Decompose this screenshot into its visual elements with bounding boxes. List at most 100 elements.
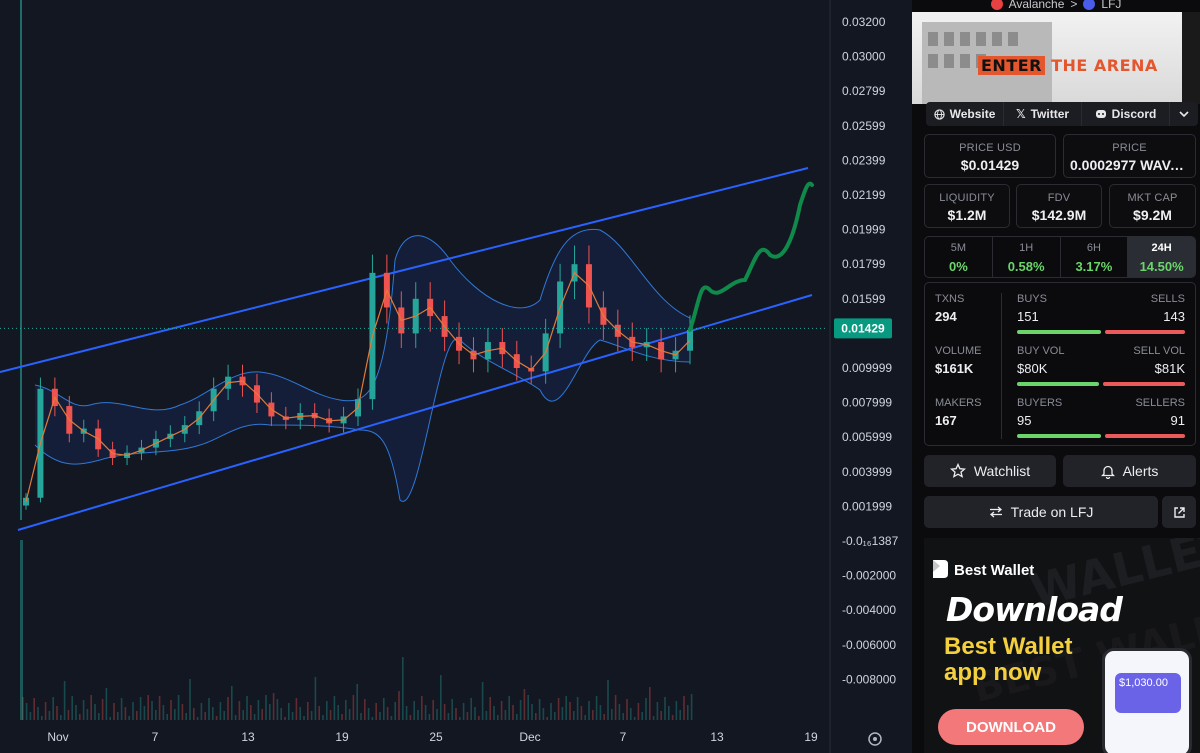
- txns-value: 294: [935, 309, 957, 324]
- breadcrumb-token[interactable]: LFJ: [1101, 0, 1122, 10]
- chart-canvas[interactable]: 0.03200 0.03000 0.02799 0.02599 0.02399 0.021…: [0, 0, 912, 753]
- volume-bar: [527, 695, 529, 720]
- lfj-icon: [1083, 0, 1096, 10]
- volume-bar: [215, 716, 218, 720]
- sells-label: SELLS: [1150, 293, 1185, 305]
- chart-settings-icon[interactable]: [866, 730, 884, 748]
- alerts-button[interactable]: Alerts: [1063, 455, 1196, 487]
- tab-24h[interactable]: 24H 14.50%: [1128, 237, 1195, 277]
- current-price-badge: [834, 318, 892, 339]
- price-usd-box: PRICE USD $0.01429: [924, 134, 1056, 178]
- buy-vol-value: $80K: [1017, 361, 1048, 376]
- best-wallet-ad[interactable]: WALLET BE BEST WALLET Best Wallet Downlo…: [924, 538, 1200, 753]
- tab-6h[interactable]: 6H 3.17%: [1061, 237, 1129, 277]
- volume-bar: [622, 713, 624, 720]
- candle-body: [23, 497, 29, 506]
- tab-1h[interactable]: 1H 0.58%: [993, 237, 1061, 277]
- volume-bar: [337, 705, 339, 720]
- mkt-cap-label: MKT CAP: [1127, 192, 1178, 204]
- volume-bar: [409, 715, 412, 720]
- discord-button[interactable]: Discord: [1082, 102, 1170, 126]
- volume-bar: [318, 706, 320, 720]
- banner-headline: ENTER THE ARENA: [978, 56, 1158, 75]
- price-axis-tick: 0.009999: [842, 361, 892, 375]
- volume-bar: [569, 702, 571, 720]
- volume-bar: [204, 712, 206, 720]
- tab-24h-value: 14.50%: [1139, 259, 1184, 274]
- volume-bar: [231, 686, 233, 720]
- trade-label: Trade on LFJ: [1010, 504, 1094, 520]
- ad-brand: Best Wallet: [954, 562, 1035, 579]
- discord-label: Discord: [1111, 107, 1157, 121]
- volume-bar: [261, 709, 263, 720]
- channel-upper-line: [0, 167, 809, 373]
- volume-bar: [303, 716, 305, 720]
- tab-1h-label: 1H: [1019, 242, 1034, 254]
- price-axis-tick: 0.03200: [842, 15, 886, 29]
- price-axis-tick: 0.005999: [842, 430, 892, 444]
- trade-button[interactable]: Trade on LFJ: [924, 496, 1158, 528]
- volume-bar: [565, 696, 567, 720]
- volume-bar: [588, 701, 590, 720]
- sells-value: 143: [1163, 309, 1185, 324]
- volume-bar: [497, 715, 499, 720]
- external-link-icon: [1173, 506, 1185, 518]
- breadcrumb-chain[interactable]: Avalanche: [1008, 0, 1065, 10]
- liquidity-value: $1.2M: [947, 207, 987, 223]
- ad-download-button[interactable]: DOWNLOAD: [938, 709, 1084, 745]
- volume-bar: [63, 681, 66, 720]
- volume-bar: [136, 711, 138, 720]
- twitter-button[interactable]: 𝕏 Twitter: [1004, 102, 1082, 126]
- volume-bar: [71, 696, 73, 720]
- watchlist-label: Watchlist: [973, 463, 1031, 479]
- volume-bar: [117, 712, 119, 720]
- volume-bar: [94, 704, 96, 720]
- volume-bar: [462, 703, 465, 720]
- volume-bar: [143, 706, 146, 720]
- volume-bar: [649, 687, 651, 720]
- tab-1h-value: 0.58%: [1007, 259, 1045, 274]
- volume-bar: [504, 710, 507, 720]
- price-usd-value: $0.01429: [960, 157, 1020, 173]
- volume-bar: [599, 705, 602, 720]
- tab-5m[interactable]: 5M 0%: [925, 237, 993, 277]
- volume-bar: [618, 704, 621, 720]
- volume-bar: [170, 700, 172, 720]
- ad-subhead-line1: Best Wallet: [944, 633, 1073, 660]
- volume-bar: [664, 697, 666, 720]
- bollinger-upper-band: [34, 228, 691, 411]
- alerts-label: Alerts: [1122, 463, 1159, 479]
- volume-bar: [147, 695, 149, 720]
- ad-phone-mockup: $1,030.00: [1102, 648, 1192, 753]
- volume-bar: [432, 700, 434, 720]
- volume-bar: [611, 709, 613, 720]
- watchlist-button[interactable]: Watchlist: [924, 455, 1056, 487]
- price-axis-tick: 0.02799: [842, 84, 886, 98]
- price-axis-tick: 0.007999: [842, 396, 892, 410]
- price-axis-tick: 0.01799: [842, 257, 886, 271]
- volume-bar: [656, 702, 659, 720]
- price-axis-tick: -0.0₁₆1387: [842, 534, 899, 548]
- more-links-button[interactable]: [1170, 102, 1198, 126]
- volume-bar: [128, 716, 130, 720]
- banner-the-arena: THE ARENA: [1051, 56, 1158, 75]
- mkt-cap-value: $9.2M: [1133, 207, 1172, 223]
- volume-bar: [546, 717, 548, 720]
- external-link-button[interactable]: [1162, 496, 1196, 528]
- makers-label: MAKERS: [935, 397, 982, 409]
- volume-bar: [451, 699, 453, 720]
- ad-phone-balance: $1,030.00: [1115, 673, 1181, 713]
- price-axis-tick: 0.03000: [842, 50, 886, 64]
- volume-bar: [383, 698, 385, 720]
- time-axis-tick: 13: [710, 730, 724, 744]
- volume-bar: [542, 708, 545, 720]
- website-button[interactable]: Website: [926, 102, 1004, 126]
- price-chart[interactable]: 0.03200 0.03000 0.02799 0.02599 0.02399 0.021…: [0, 0, 912, 753]
- volume-bar: [592, 710, 594, 720]
- sellers-bar: [1105, 434, 1185, 438]
- volume-bar: [242, 710, 244, 720]
- time-axis-tick: Dec: [519, 730, 540, 744]
- volume-bar: [139, 697, 142, 720]
- makers-value: 167: [935, 413, 957, 428]
- chevron-down-icon: [1179, 111, 1189, 117]
